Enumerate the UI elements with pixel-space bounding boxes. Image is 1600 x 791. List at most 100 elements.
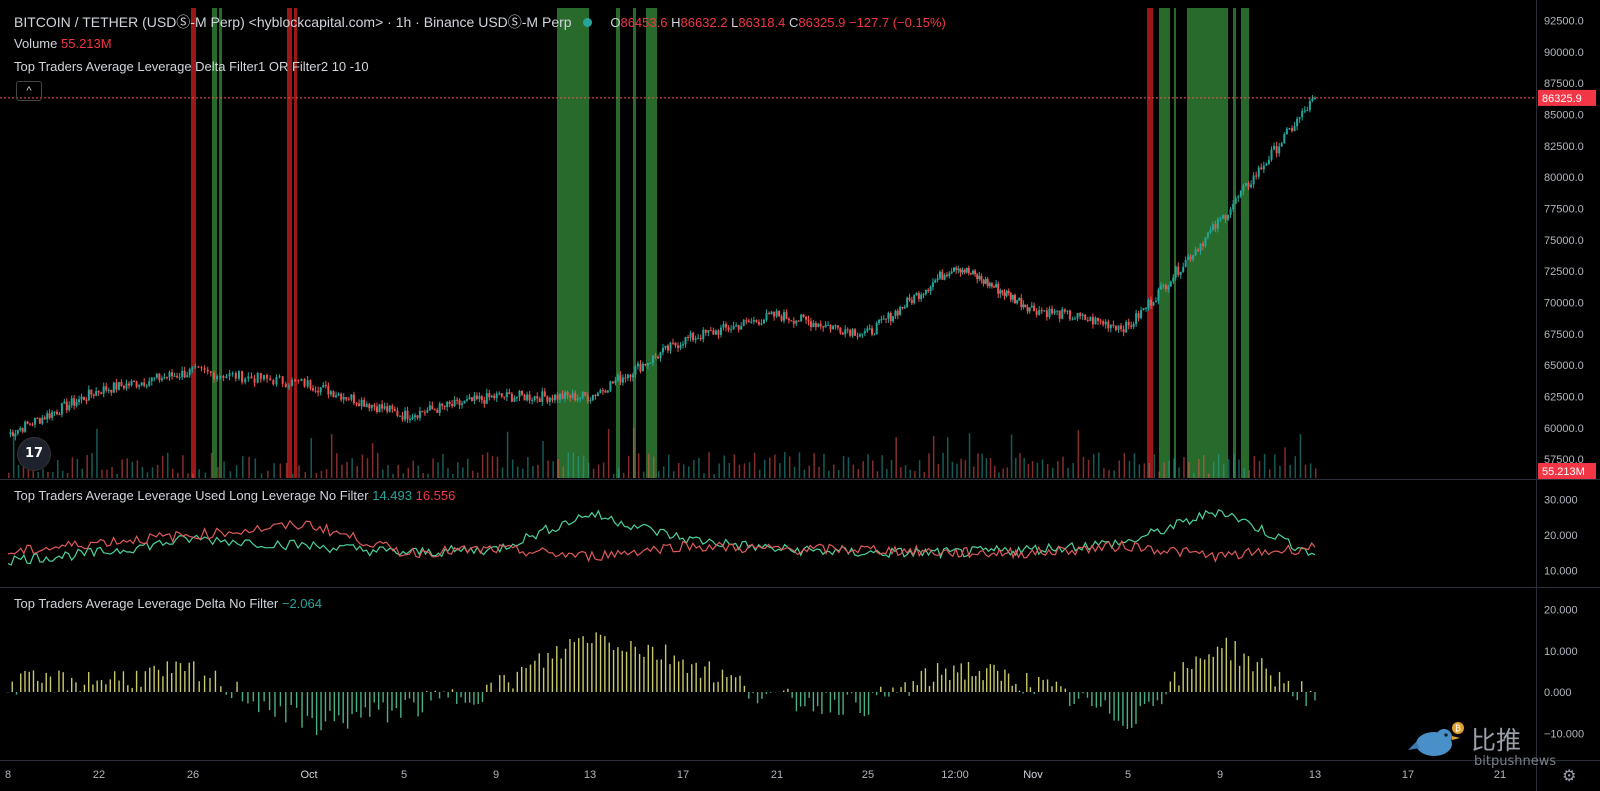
volume-bar — [1143, 463, 1146, 478]
price-candle — [480, 396, 483, 401]
volume-bar — [47, 472, 49, 478]
price-candle — [1016, 300, 1019, 304]
price-candle — [604, 390, 607, 393]
price-candle — [1001, 290, 1004, 293]
price-candle — [664, 345, 667, 348]
price-candle — [171, 372, 174, 377]
price-candle — [671, 342, 674, 344]
collapse-legend-button[interactable]: ^ — [16, 81, 42, 101]
price-candle — [219, 376, 222, 378]
price-candle — [829, 324, 832, 330]
price-candle — [1303, 110, 1306, 112]
price-tick-label: 60000.0 — [1544, 423, 1584, 435]
price-candle — [194, 366, 197, 368]
price-candle — [702, 329, 705, 340]
price-candle — [656, 356, 659, 359]
price-candle — [110, 390, 113, 393]
volume-bar — [592, 468, 595, 478]
price-candle — [1288, 128, 1291, 130]
long-short-legend[interactable]: Top Traders Average Leverage Used Long L… — [14, 488, 455, 503]
bitcoin-badge: ₿ — [1455, 724, 1461, 733]
price-candle — [868, 328, 871, 330]
price-candle — [561, 393, 564, 399]
price-candle — [216, 376, 219, 380]
price-candle — [314, 390, 317, 392]
price-candle — [661, 347, 664, 353]
price-candle — [150, 377, 153, 382]
price-candle — [155, 373, 158, 378]
last-price-label: 86325.9 — [1542, 93, 1582, 105]
price-candle — [1122, 329, 1125, 333]
price-candle — [350, 394, 353, 400]
volume-bar — [346, 461, 348, 478]
price-candle — [913, 295, 916, 304]
volume-bar — [1002, 468, 1004, 478]
volume-bar — [486, 452, 489, 478]
price-candle — [1257, 167, 1260, 177]
price-candle — [807, 319, 810, 322]
price-candle — [974, 270, 977, 275]
price-candle — [1140, 309, 1143, 319]
price-candle — [1237, 196, 1240, 198]
volume-bar — [1087, 459, 1090, 478]
price-candle — [747, 320, 750, 323]
volume-bar — [672, 471, 675, 478]
price-candle — [431, 405, 434, 410]
volume-bar — [973, 466, 975, 478]
volume-bar — [968, 433, 971, 478]
price-candle — [212, 372, 215, 380]
volume-bar — [126, 458, 128, 478]
price-candle — [421, 410, 424, 413]
price-candle — [1035, 311, 1038, 315]
price-candle — [1296, 118, 1299, 127]
settings-gear-icon[interactable]: ⚙ — [1562, 768, 1577, 785]
delta-legend[interactable]: Top Traders Average Leverage Delta No Fi… — [14, 596, 322, 611]
volume-bar — [862, 461, 864, 478]
price-candle — [917, 293, 920, 300]
volume-bar — [964, 460, 967, 478]
price-tick-label: 72500.0 — [1544, 266, 1584, 278]
price-candle — [819, 323, 822, 327]
price-candle — [368, 404, 371, 409]
symbol-title[interactable]: BITCOIN / TETHER (USDⓈ-M Perp) <hyblockc… — [14, 14, 572, 30]
volume-bar — [748, 462, 751, 478]
price-candle — [1197, 249, 1200, 252]
volume-bar — [447, 468, 449, 478]
volume-bar — [1148, 463, 1151, 478]
volume-bar — [1268, 469, 1271, 478]
low-value: 86318.4 — [738, 15, 786, 30]
price-candle — [95, 391, 98, 396]
market-status-dot-icon — [583, 18, 593, 27]
price-candle — [294, 379, 297, 381]
price-candle — [82, 396, 85, 400]
price-change: −127.7 (−0.15%) — [848, 15, 946, 30]
price-candle — [1169, 281, 1172, 287]
volume-bar — [1299, 434, 1302, 478]
price-candle — [1162, 284, 1165, 286]
price-candle — [1109, 324, 1112, 329]
volume-bar — [146, 472, 149, 478]
price-candle — [1298, 117, 1301, 119]
price-candle — [579, 397, 582, 399]
volume-bar — [141, 466, 144, 478]
price-candle — [768, 313, 771, 315]
volume-bar — [462, 467, 464, 478]
price-candle — [87, 389, 90, 401]
volume-bar — [156, 464, 159, 478]
price-candle — [894, 310, 897, 317]
volume-legend[interactable]: Volume 55.213M — [14, 36, 112, 51]
filter-indicator-legend[interactable]: Top Traders Average Leverage Delta Filte… — [14, 59, 369, 74]
volume-bar — [803, 469, 806, 478]
price-tick-label: 87500.0 — [1544, 78, 1584, 90]
price-candle — [475, 395, 478, 399]
price-tick-label: 75000.0 — [1544, 235, 1584, 247]
price-candle — [1150, 299, 1152, 306]
price-candle — [100, 392, 103, 394]
price-candle — [566, 391, 569, 396]
price-candle — [762, 319, 765, 324]
price-candle — [805, 317, 808, 320]
price-candle — [317, 390, 320, 393]
volume-bar — [1279, 465, 1281, 478]
volume-bar — [330, 433, 333, 478]
